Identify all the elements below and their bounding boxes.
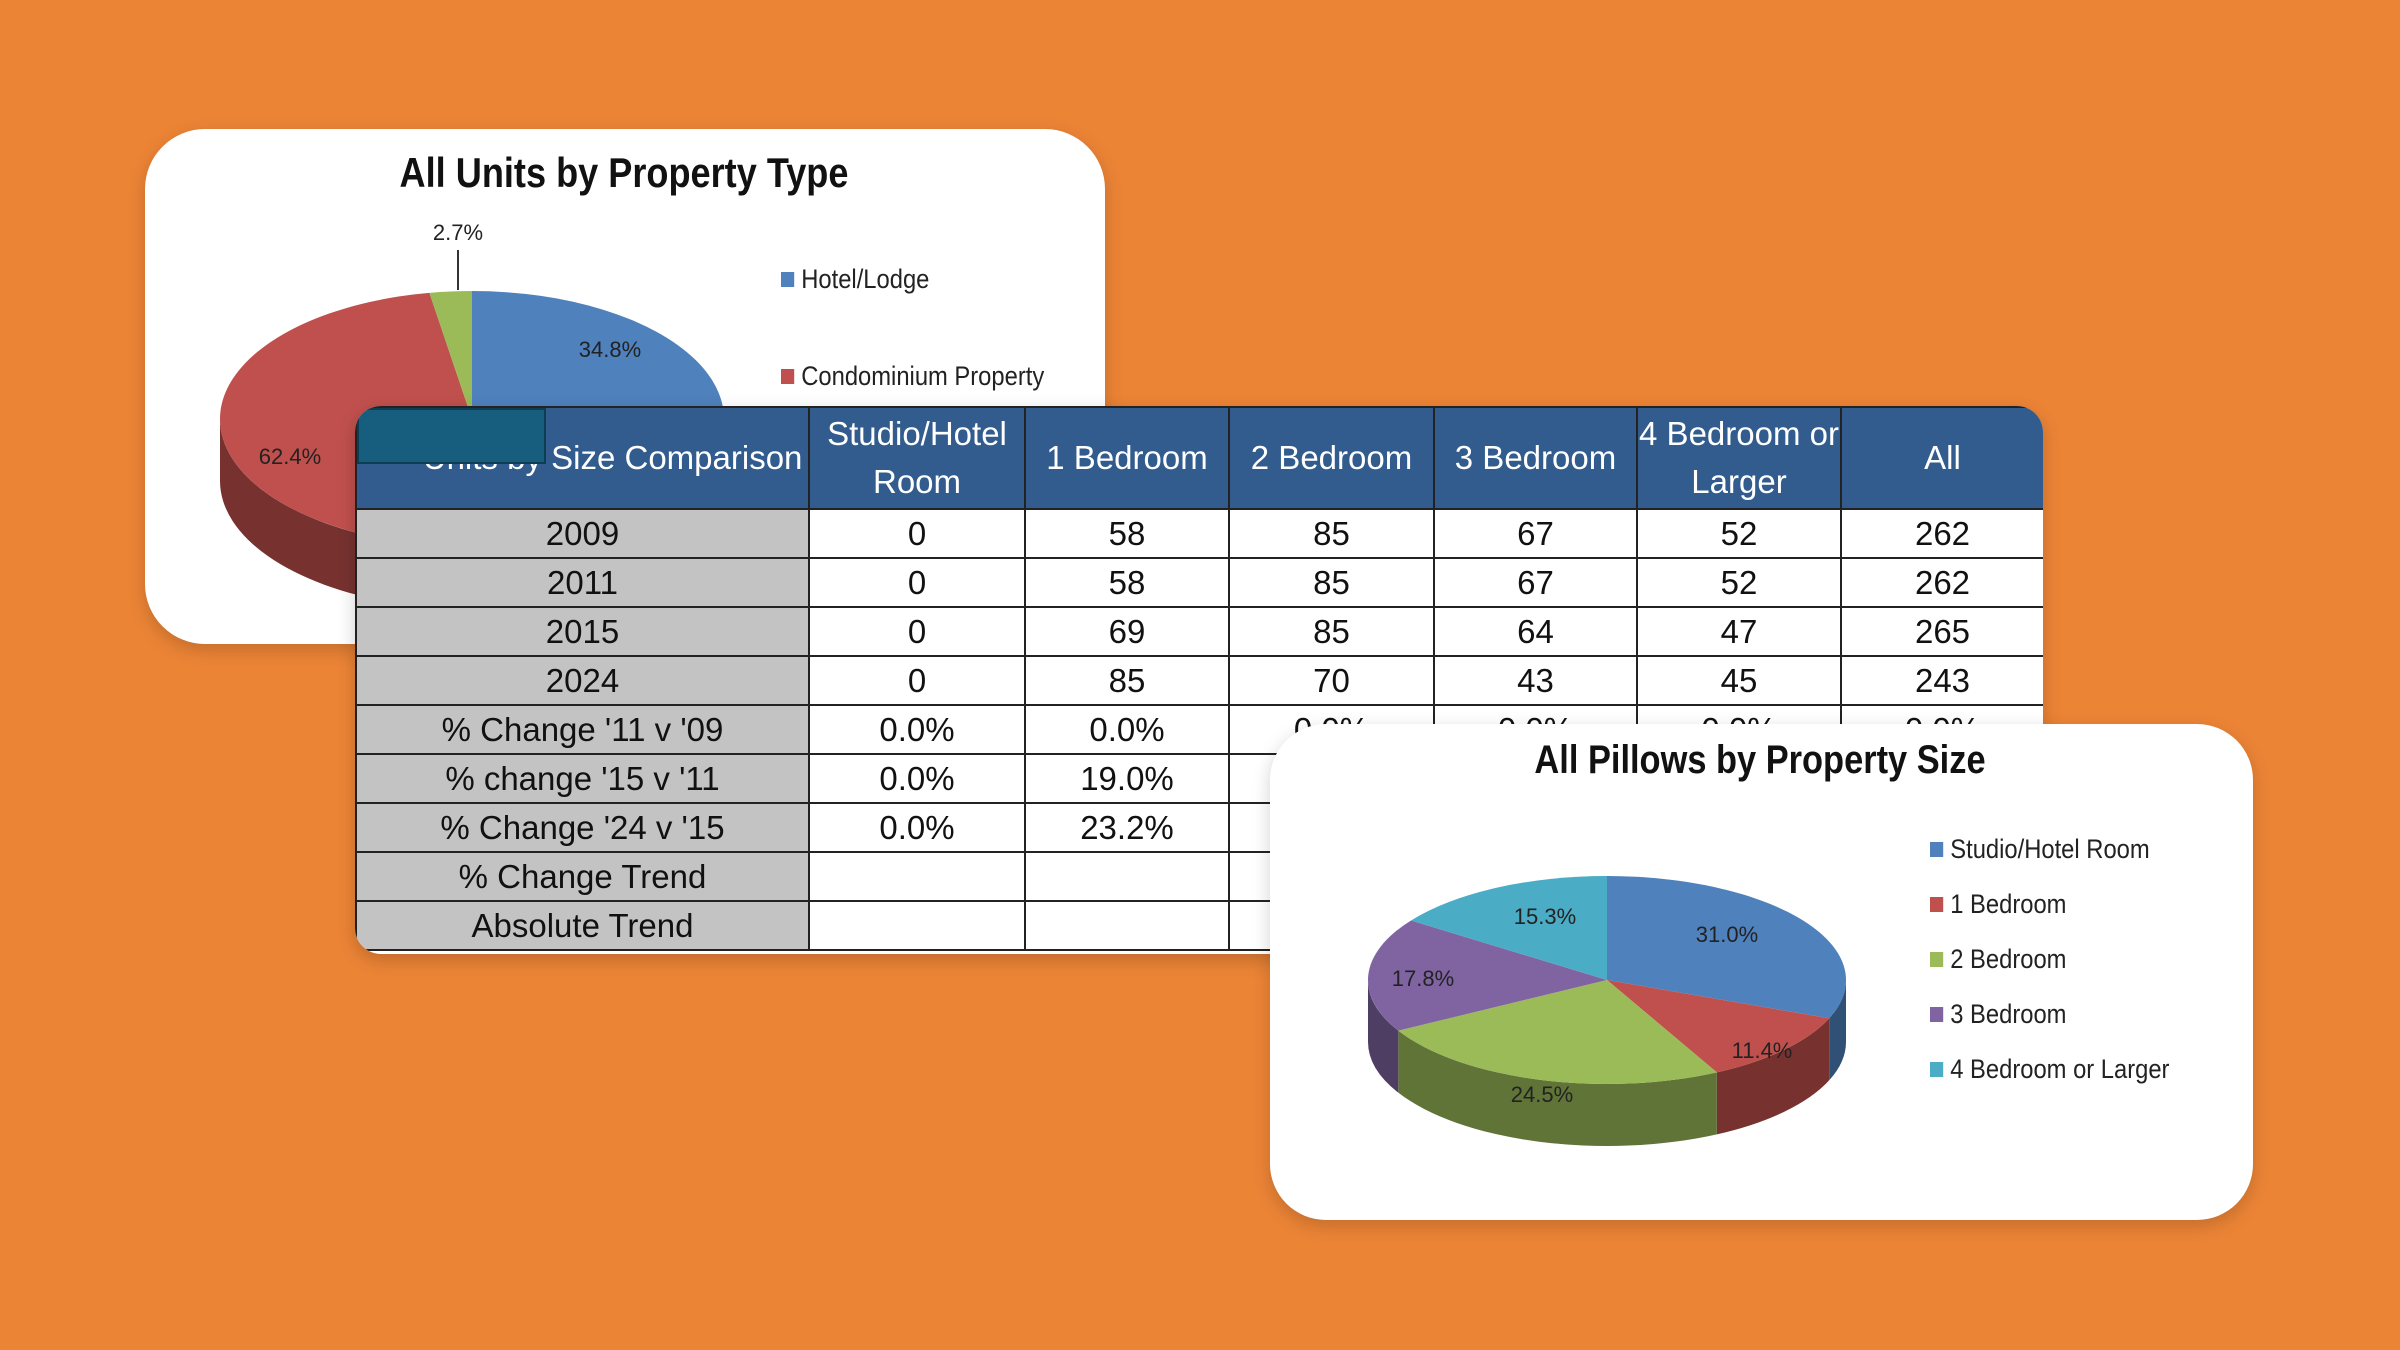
pie-slice-side [1716, 1018, 1830, 1135]
column-header: 3 Bedroom [1433, 406, 1638, 510]
pie-slice-side [1398, 1030, 1717, 1146]
data-label: 24.5% [1511, 1082, 1573, 1107]
table-cell: 52 [1636, 557, 1842, 608]
data-label: 62.4% [259, 444, 321, 469]
table-cell: 0.0% [808, 704, 1026, 755]
row-label: % Change Trend [355, 851, 810, 902]
legend-swatch [1930, 1007, 1944, 1022]
table-cell: 0.0% [1024, 704, 1230, 755]
pie-slice [1607, 980, 1830, 1073]
data-label: 15.3% [1514, 904, 1576, 929]
redaction-box [357, 408, 546, 464]
legend-label: 2 Bedroom [1950, 944, 2067, 974]
data-label: 2.7% [433, 220, 483, 245]
table-cell: 47 [1636, 606, 1842, 657]
legend-item-hotel-lodge: Hotel/Lodge [781, 264, 929, 295]
legend-label: Hotel/Lodge [801, 264, 930, 294]
legend-swatch [781, 369, 795, 384]
legend-label: 1 Bedroom [1950, 889, 2067, 919]
data-label: 31.0% [1696, 922, 1758, 947]
row-label: 2009 [355, 508, 810, 559]
column-header: Studio/Hotel Room [808, 406, 1026, 510]
table-cell: 43 [1433, 655, 1638, 706]
table-cell: 23.2% [1024, 802, 1230, 853]
data-label: 17.8% [1392, 966, 1454, 991]
table-cell: 0 [808, 655, 1026, 706]
legend-swatch [1930, 952, 1944, 967]
row-label: 2024 [355, 655, 810, 706]
table-row: 2009 0 58 85 67 52 262 [355, 508, 2043, 559]
row-label: Absolute Trend [355, 900, 810, 951]
row-label: 2015 [355, 606, 810, 657]
chart-title: All Pillows by Property Size [1534, 738, 1986, 782]
table-cell: 262 [1840, 557, 2043, 608]
table-cell [1024, 900, 1230, 951]
legend-item: 2 Bedroom [1930, 944, 2066, 975]
column-header: All [1840, 406, 2043, 510]
table-row: 2024 0 85 70 43 45 243 [355, 655, 2043, 706]
table-cell: 262 [1840, 508, 2043, 559]
table-cell: 0 [808, 606, 1026, 657]
pie-slice [1607, 876, 1846, 1019]
table-row: 2011 0 58 85 67 52 262 [355, 557, 2043, 608]
pie-slice-side [1829, 980, 1846, 1081]
table-cell: 58 [1024, 557, 1230, 608]
table-cell: 0 [808, 557, 1026, 608]
table-cell: 67 [1433, 508, 1638, 559]
table-cell: 0.0% [808, 753, 1026, 804]
table-cell: 85 [1228, 508, 1435, 559]
legend-item: Studio/Hotel Room [1930, 834, 2150, 865]
table-cell: 67 [1433, 557, 1638, 608]
legend-item: 4 Bedroom or Larger [1930, 1054, 2169, 1085]
table-cell: 64 [1433, 606, 1638, 657]
legend-swatch [781, 272, 795, 287]
table-cell: 85 [1228, 557, 1435, 608]
pie-slice [1368, 920, 1607, 1031]
column-header: 2 Bedroom [1228, 406, 1435, 510]
pie-slice [1398, 980, 1717, 1084]
pie-slice [429, 291, 472, 419]
data-label: 11.4% [1732, 1038, 1793, 1063]
legend-item: 1 Bedroom [1930, 889, 2066, 920]
table-cell: 52 [1636, 508, 1842, 559]
pie-slice [1411, 876, 1607, 980]
table-cell [1024, 851, 1230, 902]
table-cell: 58 [1024, 508, 1230, 559]
pillows-by-property-size-chart-card: All Pillows by Property Size 31.0% 11.4% 2… [1270, 724, 2253, 1220]
table-cell: 85 [1024, 655, 1230, 706]
pillows-pie-chart: 31.0% 11.4% 24.5% 17.8% 15.3% [1368, 876, 1846, 1146]
row-label: % Change '24 v '15 [355, 802, 810, 853]
pie-slice-side [1368, 980, 1399, 1093]
table-cell: 0.0% [808, 802, 1026, 853]
table-cell: 0 [808, 508, 1026, 559]
legend-swatch [1930, 897, 1944, 912]
table-cell: 69 [1024, 606, 1230, 657]
legend-swatch [1930, 1062, 1944, 1077]
table-cell: 243 [1840, 655, 2043, 706]
table-cell [808, 900, 1026, 951]
legend-label: Studio/Hotel Room [1950, 834, 2150, 864]
legend-item-condominium: Condominium Property [781, 361, 1044, 392]
table-cell [808, 851, 1026, 902]
legend-label: 4 Bedroom or Larger [1950, 1054, 2170, 1084]
chart-title: All Units by Property Type [399, 149, 849, 196]
table-cell: 265 [1840, 606, 2043, 657]
column-header: 1 Bedroom [1024, 406, 1230, 510]
column-header: 4 Bedroom or Larger [1636, 406, 1842, 510]
legend-swatch [1930, 842, 1944, 857]
legend-item: 3 Bedroom [1930, 999, 2066, 1030]
data-label: 34.8% [579, 337, 641, 362]
row-label: % change '15 v '11 [355, 753, 810, 804]
table-cell: 70 [1228, 655, 1435, 706]
table-row: 2015 0 69 85 64 47 265 [355, 606, 2043, 657]
legend-label: Condominium Property [801, 361, 1045, 391]
table-cell: 85 [1228, 606, 1435, 657]
table-cell: 19.0% [1024, 753, 1230, 804]
legend-label: 3 Bedroom [1950, 999, 2067, 1029]
row-label: 2011 [355, 557, 810, 608]
table-cell: 45 [1636, 655, 1842, 706]
row-label: % Change '11 v '09 [355, 704, 810, 755]
